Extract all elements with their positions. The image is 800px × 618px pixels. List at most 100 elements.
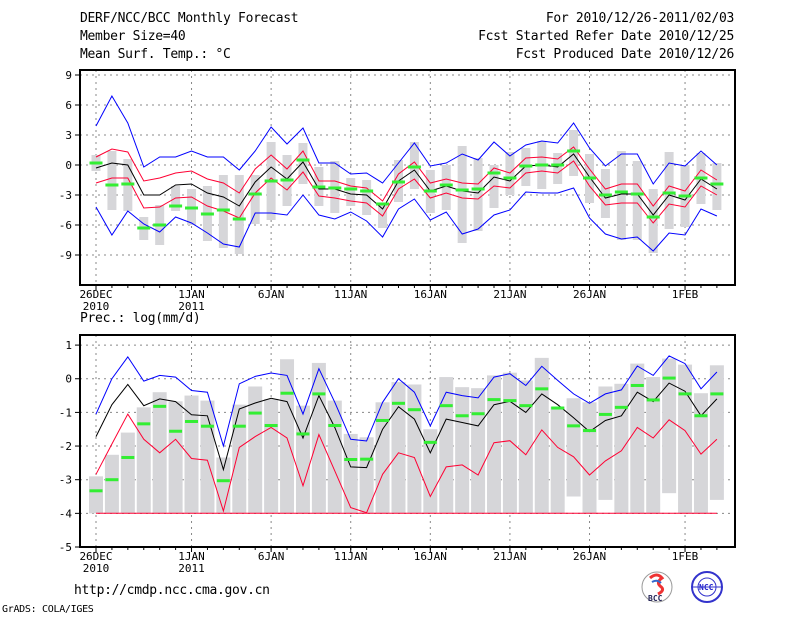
- precip-ytick-label: -3: [59, 474, 72, 487]
- precip-range-bar: [168, 401, 183, 514]
- temp-observed-mark: [232, 217, 246, 221]
- precip-range-bar: [359, 437, 374, 514]
- precip-xtick-label: 26DEC: [79, 550, 112, 563]
- temp-observed-mark: [662, 191, 676, 195]
- precip-range-bar: [614, 383, 629, 514]
- precip-range-bar: [216, 457, 231, 514]
- precip-range-bar: [343, 433, 358, 514]
- precip-panel-title: Prec.: log(mm/d): [80, 311, 201, 326]
- temp-ytick-label: -3: [59, 189, 72, 202]
- temp-range-bar: [632, 161, 642, 240]
- precip-range-bar: [566, 398, 581, 497]
- temp-range-bar: [298, 143, 308, 184]
- variable-label: Mean Surf. Temp.: °C: [80, 47, 231, 62]
- precip-range-bar: [646, 377, 661, 514]
- temp-xtick-label: 26DEC: [79, 288, 112, 301]
- precip-observed-mark: [630, 383, 644, 387]
- precip-range-bar: [471, 388, 486, 514]
- precip-observed-mark: [646, 398, 660, 402]
- temp-observed-mark: [296, 158, 310, 162]
- precip-range-bar: [423, 429, 438, 514]
- precip-observed-mark: [407, 408, 421, 412]
- temp-observed-mark: [535, 163, 549, 167]
- temp-observed-mark: [439, 183, 453, 187]
- precip-observed-mark: [439, 404, 453, 408]
- temp-range-bar: [362, 180, 372, 215]
- precip-ytick-label: -4: [59, 507, 73, 520]
- temp-xtick-label: 16JAN: [414, 288, 447, 301]
- precip-range-bar: [487, 375, 501, 514]
- temp-ytick-label: -9: [59, 249, 72, 262]
- precip-ensemble-max-line: [95, 355, 718, 448]
- temp-observed-mark: [153, 223, 167, 227]
- temp-range-bar: [712, 163, 722, 210]
- temp-xtick-year: 2010: [83, 300, 110, 313]
- footer-url[interactable]: http://cmdp.ncc.cma.gov.cn: [74, 583, 270, 598]
- precip-observed-mark: [153, 404, 167, 408]
- precip-range-bar: [375, 402, 390, 514]
- chart-title: DERF/NCC/BCC Monthly Forecast: [80, 11, 299, 26]
- precip-range-bar: [439, 377, 454, 514]
- temp-range-bar: [457, 146, 467, 243]
- forecast-produced-date: Fcst Produced Date 2010/12/26: [515, 47, 735, 62]
- temp-observed-mark: [137, 226, 151, 230]
- precip-observed-mark: [583, 429, 597, 433]
- temp-range-bar: [441, 165, 451, 210]
- precip-range-bar: [295, 405, 310, 514]
- precip-xtick-label: 16JAN: [414, 550, 447, 563]
- precip-observed-mark: [551, 406, 565, 410]
- precip-observed-mark: [89, 489, 103, 493]
- precip-observed-mark: [200, 424, 214, 428]
- temp-observed-mark: [264, 179, 278, 183]
- precip-observed-mark: [455, 414, 469, 418]
- temp-observed-mark: [280, 178, 294, 182]
- precip-range-bar: [678, 364, 693, 514]
- temp-ensemble-min-line: [95, 187, 718, 252]
- precip-range-bar: [630, 363, 645, 514]
- precip-range-bar: [104, 454, 119, 514]
- member-size: Member Size=40: [80, 29, 186, 44]
- temp-xtick-label: 11JAN: [334, 288, 367, 301]
- precip-observed-mark: [232, 424, 246, 428]
- temp-observed-mark: [614, 190, 628, 194]
- precip-observed-mark: [137, 422, 151, 426]
- temp-observed-mark: [121, 182, 135, 186]
- precip-range-bar: [455, 387, 470, 514]
- temp-observed-mark: [598, 193, 612, 197]
- precip-observed-mark: [710, 392, 724, 396]
- precip-range-bar: [264, 398, 279, 514]
- precip-observed-mark: [598, 412, 612, 416]
- precip-observed-mark: [519, 404, 533, 408]
- precip-range-bar: [582, 402, 597, 514]
- precip-observed-mark: [360, 457, 374, 461]
- precip-range-bar: [120, 432, 135, 514]
- temp-plot-frame: [79, 69, 736, 286]
- precip-ytick-label: -2: [59, 440, 72, 453]
- temp-range-bar: [569, 130, 579, 176]
- precip-ytick-label: 1: [65, 339, 72, 352]
- precip-observed-mark: [105, 478, 119, 482]
- precip-observed-mark: [614, 405, 628, 409]
- temp-observed-mark: [360, 189, 374, 193]
- temp-observed-mark: [216, 208, 230, 212]
- precip-range-bar: [280, 359, 295, 514]
- precip-observed-mark: [694, 414, 708, 418]
- precip-ytick-label: -1: [59, 406, 72, 419]
- temp-observed-mark: [407, 165, 421, 169]
- precip-observed-mark: [678, 392, 692, 396]
- precip-observed-mark: [487, 398, 501, 402]
- precip-observed-mark: [567, 424, 581, 428]
- precip-ytick-label: -5: [59, 541, 72, 554]
- temp-observed-mark: [455, 188, 469, 192]
- temp-observed-mark: [678, 194, 692, 198]
- temp-observed-mark: [105, 183, 119, 187]
- precip-observed-mark: [344, 458, 358, 462]
- precip-xtick-label: 11JAN: [334, 550, 367, 563]
- temp-observed-mark: [583, 176, 597, 180]
- precip-range-bar: [407, 384, 422, 514]
- temp-observed-mark: [248, 192, 262, 196]
- precip-xtick-label: 26JAN: [573, 550, 606, 563]
- temp-range-bar: [346, 178, 356, 206]
- precip-plot-frame: [79, 334, 736, 548]
- temp-observed-mark: [200, 212, 214, 216]
